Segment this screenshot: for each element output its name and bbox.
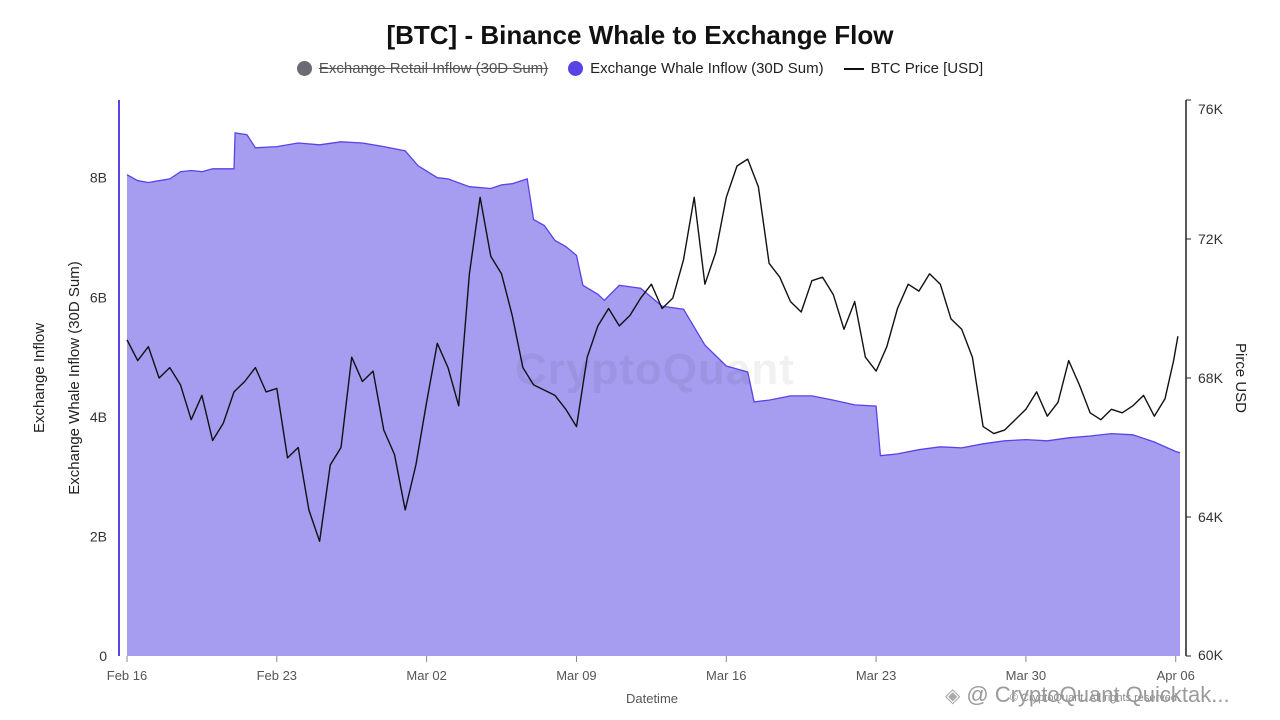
legend-label-whale: Exchange Whale Inflow (30D Sum) xyxy=(590,60,824,77)
legend-marker-price xyxy=(843,67,864,70)
binance-diamond-icon: ◈ xyxy=(945,684,961,707)
y-left-tick-label: 6B xyxy=(90,289,107,305)
y-right-tick-label: 76K xyxy=(1198,101,1224,117)
y-left-tick-label: 2B xyxy=(90,528,107,544)
y-axis-title-outer: Exchange Inflow xyxy=(31,323,48,433)
y-axis-title-right: Pirce USD xyxy=(1232,343,1249,413)
source-tag-text: @ CryptoQuant Quicktak... xyxy=(966,682,1230,707)
y-left-tick-label: 8B xyxy=(90,170,107,186)
y-left-tick-label: 0 xyxy=(99,648,107,664)
source-tag: ◈ @ CryptoQuant Quicktak... xyxy=(945,682,1230,708)
btc-price-line xyxy=(126,158,1179,542)
btc-price-line-layer xyxy=(126,158,1179,542)
y-right-tick-label: 64K xyxy=(1198,509,1224,525)
whale-inflow-area xyxy=(127,132,1180,656)
legend-marker-retail xyxy=(296,61,312,76)
x-tick-label: Mar 30 xyxy=(1006,668,1046,683)
legend-label-retail: Exchange Retail Inflow (30D Sum) xyxy=(318,60,549,77)
x-tick-label: Mar 23 xyxy=(856,668,896,683)
tick-layer: 0 2B 4B 6B 8B 60K 64K 68K 72K 76K Feb 16 Feb 23 Mar … xyxy=(90,99,1224,683)
x-tick-label: Mar 09 xyxy=(556,668,596,683)
whale-inflow-area-layer xyxy=(126,132,1181,656)
y-right-tick-label: 68K xyxy=(1198,370,1224,386)
watermark-logo: CryptoQuant xyxy=(515,345,795,394)
whale-inflow-line xyxy=(126,132,1181,457)
legend-label-price: BTC Price [USD] xyxy=(870,60,984,77)
legend-marker-whale xyxy=(568,61,584,76)
x-tick-label: Feb 23 xyxy=(257,668,297,683)
x-tick-label: Apr 06 xyxy=(1157,668,1195,683)
legend: Exchange Retail Inflow (30D Sum) Exchang… xyxy=(0,60,1280,77)
y-axis-title-inner: Exchange Whale Inflow (30D Sum) xyxy=(66,261,83,494)
x-tick-label: Mar 16 xyxy=(706,668,746,683)
y-right-tick-label: 72K xyxy=(1198,231,1224,247)
x-tick-label: Feb 16 xyxy=(107,668,147,683)
chart-title: [BTC] - Binance Whale to Exchange Flow xyxy=(386,20,894,50)
y-right-tick-label: 60K xyxy=(1198,647,1224,663)
legend-item-whale-inflow[interactable]: Exchange Whale Inflow (30D Sum) xyxy=(568,60,824,77)
y-left-tick-label: 4B xyxy=(90,409,107,425)
x-tick-label: Mar 02 xyxy=(406,668,446,683)
copyright-text: © CryptoQuant. All rights reserved. xyxy=(1009,692,1180,704)
legend-item-retail-inflow[interactable]: Exchange Retail Inflow (30D Sum) xyxy=(296,60,549,77)
x-axis-title: Datetime xyxy=(626,691,678,706)
legend-item-btc-price[interactable]: BTC Price [USD] xyxy=(843,60,984,77)
